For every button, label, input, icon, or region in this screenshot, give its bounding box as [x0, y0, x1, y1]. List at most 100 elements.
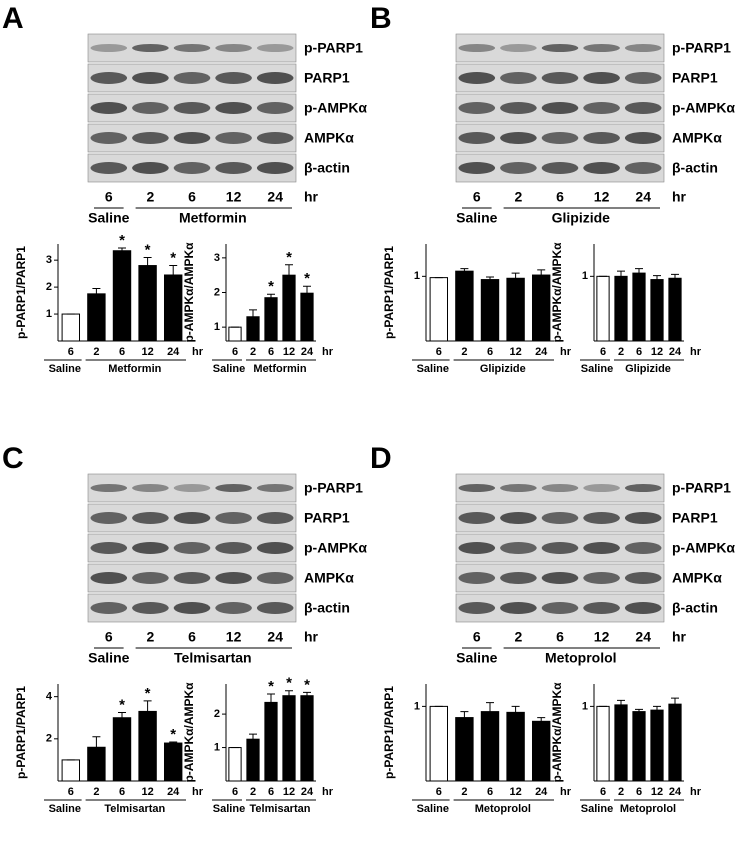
- blot-band: [215, 484, 252, 492]
- lane-label: 6: [556, 189, 564, 205]
- bar: [282, 274, 296, 342]
- blot-band: [458, 102, 496, 114]
- blot-band: [256, 72, 294, 84]
- x-tick-label: 6: [436, 346, 442, 358]
- bar: [112, 717, 132, 782]
- blot-band: [583, 484, 620, 492]
- blot-band: [215, 512, 252, 524]
- error-bar: [486, 702, 494, 712]
- group-label: Telmisartan: [250, 803, 311, 815]
- error-bar: [635, 268, 643, 274]
- significance-marker: *: [170, 250, 176, 267]
- blot-label: p-AMPKα: [304, 540, 367, 556]
- blot-label: PARP1: [304, 70, 350, 86]
- bar: [61, 313, 81, 342]
- group-label: Saline: [417, 803, 449, 815]
- blot-band: [90, 602, 128, 614]
- blot-band: [541, 102, 579, 114]
- blot-label: AMPKα: [304, 130, 354, 146]
- bar: [246, 316, 260, 342]
- blot-label: PARP1: [672, 510, 718, 526]
- blot-band: [256, 542, 294, 554]
- x-tick-label: 6: [68, 346, 74, 358]
- unit-label: hr: [304, 629, 319, 645]
- error-bar: [653, 705, 661, 711]
- lane-label: 12: [226, 629, 242, 645]
- blot-band: [541, 484, 579, 492]
- x-tick-label: 2: [250, 786, 256, 798]
- group-label: Metformin: [179, 210, 247, 226]
- error-bar: [303, 691, 311, 696]
- blot-band: [624, 542, 662, 554]
- blot-band: [458, 512, 496, 524]
- group-label: Saline: [88, 650, 129, 666]
- bar: [455, 270, 474, 342]
- unit-label: hr: [690, 346, 702, 358]
- blot-band: [132, 72, 169, 84]
- blot-band: [215, 72, 252, 84]
- blot-band: [624, 572, 662, 584]
- x-tick-label: 6: [600, 786, 606, 798]
- blot-band: [458, 484, 496, 492]
- blot-label: p-PARP1: [304, 480, 363, 496]
- y-axis-label: p-PARP1/PARP1: [14, 246, 28, 339]
- western-blot: [87, 473, 297, 623]
- error-bar: [671, 273, 679, 279]
- bar: [480, 279, 500, 342]
- blot-band: [215, 572, 252, 584]
- unit-label: hr: [192, 346, 204, 358]
- significance-marker: *: [286, 249, 292, 266]
- bar: [300, 695, 314, 782]
- group-label: Metformin: [108, 363, 161, 375]
- x-tick-label: 6: [636, 346, 642, 358]
- group-label: Telmisartan: [174, 650, 252, 666]
- group-label: Glipizide: [480, 363, 526, 375]
- blot-band: [583, 44, 620, 52]
- western-blot: [455, 473, 665, 623]
- x-tick-label: 6: [232, 346, 238, 358]
- blot-band: [173, 44, 211, 52]
- blot-band: [541, 512, 579, 524]
- lane-label: 2: [147, 629, 155, 645]
- blot-band: [541, 602, 579, 614]
- blot-band: [500, 44, 537, 52]
- error-bar: [537, 717, 546, 722]
- y-tick-label: 1: [582, 270, 588, 282]
- lane-label: 6: [188, 189, 196, 205]
- y-axis-label: p-PARP1/PARP1: [382, 246, 396, 339]
- blot-band: [132, 602, 169, 614]
- bar: [531, 274, 551, 342]
- blot-band: [624, 512, 662, 524]
- lane-label: 24: [267, 189, 283, 205]
- x-tick-label: 24: [167, 786, 180, 798]
- bar: [429, 705, 449, 782]
- blot-band: [173, 102, 211, 114]
- lane-label: 12: [594, 189, 610, 205]
- error-bar: [169, 265, 178, 275]
- unit-label: hr: [672, 629, 687, 645]
- error-bar: [460, 268, 469, 272]
- group-label: Metoprolol: [475, 803, 531, 815]
- y-axis-label: p-AMPKα/AMPKα: [182, 682, 196, 783]
- lane-label: 6: [473, 629, 481, 645]
- blot-band: [458, 132, 496, 144]
- significance-marker: *: [304, 270, 310, 287]
- blot-band: [90, 132, 128, 144]
- lane-label: 12: [226, 189, 242, 205]
- blot-band: [173, 602, 211, 614]
- blot-band: [500, 102, 537, 114]
- bar: [264, 297, 278, 342]
- blot-band: [215, 162, 252, 174]
- error-bar: [635, 708, 643, 712]
- error-bar: [671, 697, 679, 705]
- blot-band: [583, 162, 620, 174]
- group-label: Saline: [49, 363, 81, 375]
- x-tick-label: 24: [301, 346, 314, 358]
- y-tick-label: 2: [214, 286, 220, 298]
- blot-band: [132, 102, 169, 114]
- lane-label: 6: [188, 629, 196, 645]
- group-label: Saline: [581, 363, 613, 375]
- bar-chart: 1 6 2 6 12 24 hr Saline Metoprolol p-PARP1/PARP1: [382, 684, 572, 815]
- blot-band: [624, 484, 662, 492]
